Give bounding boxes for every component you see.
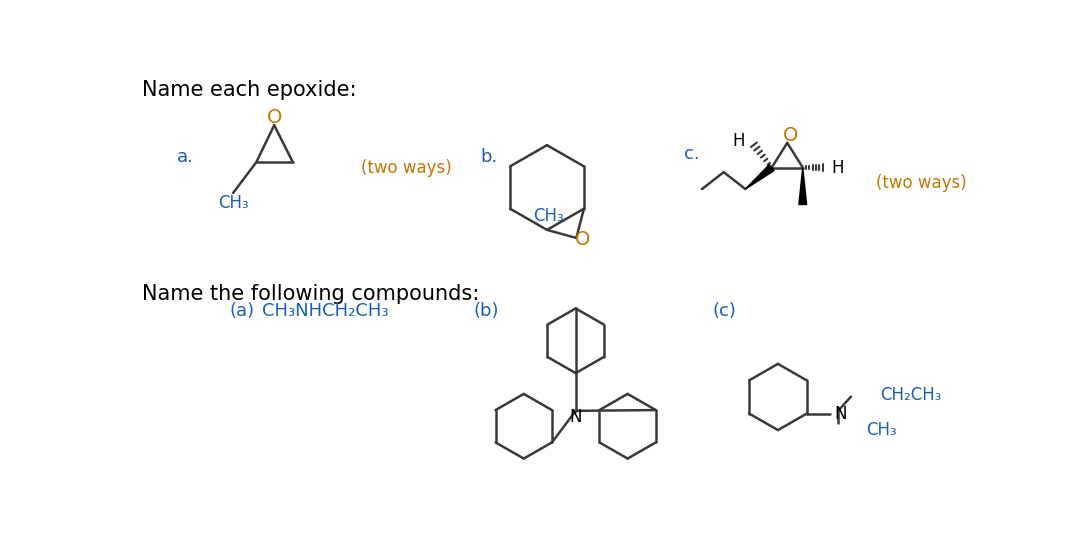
Polygon shape	[746, 165, 774, 189]
Text: Name each epoxide:: Name each epoxide:	[143, 80, 356, 100]
Polygon shape	[799, 167, 807, 204]
Text: H: H	[732, 132, 744, 150]
Text: H: H	[832, 159, 844, 177]
Text: CH₃: CH₃	[867, 422, 897, 440]
Text: CH₂CH₃: CH₂CH₃	[881, 386, 942, 404]
Text: Name the following compounds:: Name the following compounds:	[143, 284, 480, 304]
Text: O: O	[574, 230, 590, 249]
Text: O: O	[267, 108, 282, 127]
Text: (a): (a)	[229, 302, 254, 320]
Text: (two ways): (two ways)	[876, 174, 967, 192]
Text: N: N	[569, 408, 582, 426]
Text: b.: b.	[481, 148, 498, 166]
Text: CH₃: CH₃	[218, 194, 249, 212]
Text: (c): (c)	[712, 302, 736, 320]
Text: CH₃: CH₃	[533, 207, 564, 225]
Text: (b): (b)	[473, 302, 499, 320]
Text: O: O	[783, 126, 798, 145]
Text: a.: a.	[177, 148, 193, 166]
Text: (two ways): (two ways)	[361, 159, 451, 177]
Text: N: N	[834, 405, 847, 423]
Text: CH₃NHCH₂CH₃: CH₃NHCH₂CH₃	[262, 302, 388, 320]
Text: c.: c.	[685, 145, 700, 164]
